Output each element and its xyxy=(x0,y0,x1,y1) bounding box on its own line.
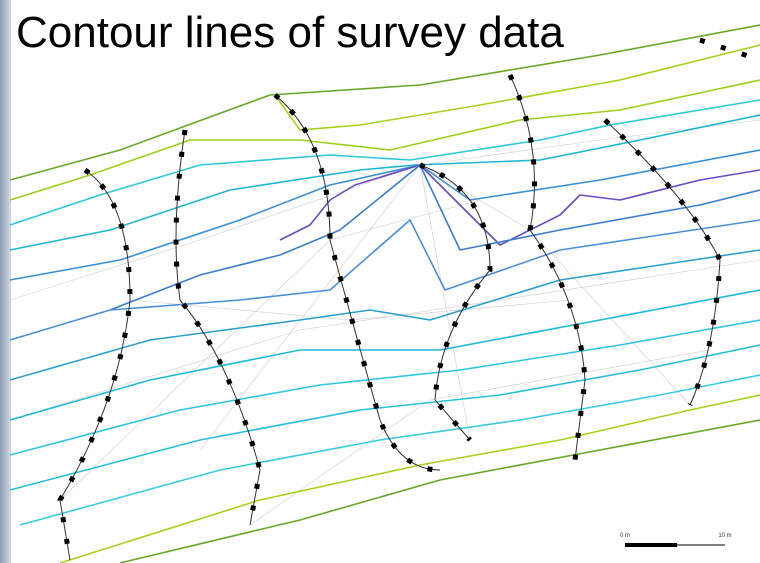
slide-title: Contour lines of survey data xyxy=(16,8,564,57)
page: Contour lines of survey data 0 m 10 m ((… xyxy=(0,0,760,563)
scale-end-label: 10 m xyxy=(718,533,731,539)
map-background xyxy=(0,0,760,563)
slide-edge xyxy=(0,0,11,563)
scale-segment xyxy=(625,543,677,547)
slide: Contour lines of survey data 0 m 10 m xyxy=(0,0,760,563)
scale-start-label: 0 m xyxy=(620,533,630,539)
